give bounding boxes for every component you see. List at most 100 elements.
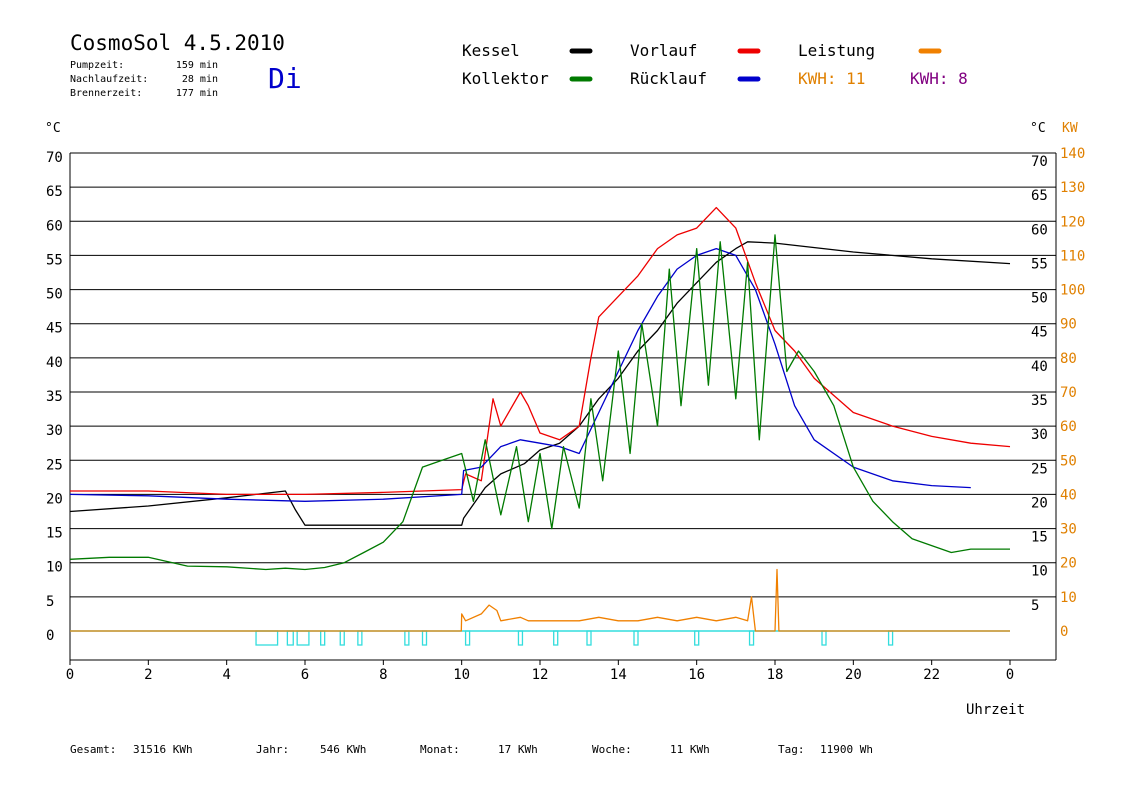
pump-on-marker — [296, 630, 310, 646]
y2-tick: 140 — [1060, 146, 1085, 162]
pump-on-marker — [694, 630, 700, 646]
y-tick-left: 70 — [46, 150, 63, 166]
x-tick-label: 4 — [222, 667, 230, 683]
y2-tick: 100 — [1060, 283, 1085, 299]
y-tick-left: 45 — [46, 321, 63, 337]
right-unit-label: °C — [1030, 121, 1046, 136]
y-tick-right: 50 — [1031, 291, 1048, 307]
x-tick-label: 0 — [1006, 667, 1014, 683]
x-tick-label: 22 — [923, 667, 940, 683]
y-tick-left: 40 — [46, 355, 63, 371]
footer-value: 11900 Wh — [820, 743, 873, 756]
y2-tick: 110 — [1060, 248, 1085, 264]
pump-on-marker — [887, 630, 894, 646]
y-tick-left: 65 — [46, 184, 63, 200]
legend-label: Rücklauf — [630, 69, 707, 88]
footer-value: 31516 KWh — [133, 743, 193, 756]
y-tick-right: 45 — [1031, 325, 1048, 341]
y-tick-right: 5 — [1031, 598, 1039, 614]
header-stats: Pumpzeit: 159 min Nachlaufzeit: 28 min Brenn… — [70, 60, 218, 99]
y2-tick: 70 — [1060, 385, 1077, 401]
pump-on-marker — [464, 630, 471, 646]
footer-label: Gesamt: — [70, 743, 116, 756]
x-tick-label: 6 — [301, 667, 309, 683]
x-tick-label: 10 — [453, 667, 470, 683]
y-tick-right: 55 — [1031, 256, 1048, 272]
legend-label: Leistung — [798, 41, 875, 60]
series-line-4 — [70, 568, 1010, 632]
series-line-3 — [69, 234, 1010, 571]
series-lines — [69, 206, 1011, 632]
weekday-label: Di — [268, 62, 302, 95]
pump-on-marker — [553, 630, 559, 646]
pump-on-marker — [586, 630, 592, 646]
footer-label: Woche: — [592, 743, 632, 756]
y-tick-left: 10 — [46, 560, 63, 576]
series-line-0 — [69, 241, 1011, 526]
legend: Kessel Vorlauf Leistung Kollektor Rücklauf KW… — [462, 41, 968, 88]
y-tick-left: 55 — [46, 252, 63, 268]
y-tick-right: 25 — [1031, 461, 1048, 477]
x-tick-label: 18 — [767, 667, 784, 683]
stat-value: 28 min — [182, 74, 218, 85]
pump-on-marker — [286, 630, 294, 646]
x-tick-label: 8 — [379, 667, 387, 683]
y-tick-right: 70 — [1031, 154, 1048, 170]
series-line-2 — [69, 247, 971, 502]
grid — [69, 152, 1057, 661]
stat-label: Pumpzeit: — [70, 60, 124, 71]
x-tick-label: 2 — [144, 667, 152, 683]
x-tick-labels: 0 2 4 6 8 10 12 14 16 18 20 22 0 — [66, 660, 1014, 683]
y2-tick: 130 — [1060, 180, 1085, 196]
y2-tick: 10 — [1060, 590, 1077, 606]
footer-value: 17 KWh — [498, 743, 538, 756]
legend-label: Kollektor — [462, 69, 549, 88]
footer-value: 546 KWh — [320, 743, 366, 756]
x-tick-label: 12 — [532, 667, 549, 683]
pump-markers — [255, 630, 894, 646]
y2-tick: 30 — [1060, 522, 1077, 538]
kwh-label: KWH: 11 — [798, 69, 865, 88]
right-kw-unit-label: KW — [1062, 121, 1078, 136]
y-tick-right: 30 — [1031, 427, 1048, 443]
pump-on-marker — [320, 630, 326, 646]
pump-on-marker — [339, 630, 345, 646]
pump-on-marker — [404, 630, 410, 646]
y-tick-left: 60 — [46, 218, 63, 234]
footer-totals: Gesamt: 31516 KWh Jahr: 546 KWh Monat: 17 KWh… — [70, 743, 873, 756]
y2-tick: 20 — [1060, 556, 1077, 572]
y-tick-left: 20 — [46, 491, 63, 507]
pump-on-marker — [821, 630, 827, 646]
legend-label: Vorlauf — [630, 41, 697, 60]
pump-on-marker — [357, 630, 363, 646]
y-tick-right: 65 — [1031, 188, 1048, 204]
kwh-label: KWH: 8 — [910, 69, 968, 88]
y-tick-right: 35 — [1031, 393, 1048, 409]
legend-label: Kessel — [462, 41, 520, 60]
pump-on-marker — [748, 630, 755, 646]
y-tick-right: 15 — [1031, 530, 1048, 546]
y-tick-left: 0 — [46, 628, 54, 644]
footer-value: 11 KWh — [670, 743, 710, 756]
pump-on-marker — [255, 630, 279, 646]
stat-label: Brennerzeit: — [70, 88, 142, 99]
y2-tick: 80 — [1060, 351, 1077, 367]
y2-tick: 120 — [1060, 214, 1085, 230]
stat-value: 159 min — [176, 60, 218, 71]
pump-on-marker — [633, 630, 639, 646]
x-tick-label: 16 — [688, 667, 705, 683]
x-tick-label: 14 — [610, 667, 627, 683]
y-tick-right: 60 — [1031, 222, 1048, 238]
y-tick-right: 20 — [1031, 495, 1048, 511]
y-tick-left: 15 — [46, 526, 63, 542]
y2-tick: 90 — [1060, 317, 1077, 333]
footer-label: Tag: — [778, 743, 805, 756]
y-tick-right: 40 — [1031, 359, 1048, 375]
x-tick-label: 0 — [66, 667, 74, 683]
stat-value: 177 min — [176, 88, 218, 99]
chart-title: CosmoSol 4.5.2010 — [70, 31, 285, 55]
y-tick-left: 35 — [46, 389, 63, 405]
x-axis-label: Uhrzeit — [966, 702, 1025, 718]
